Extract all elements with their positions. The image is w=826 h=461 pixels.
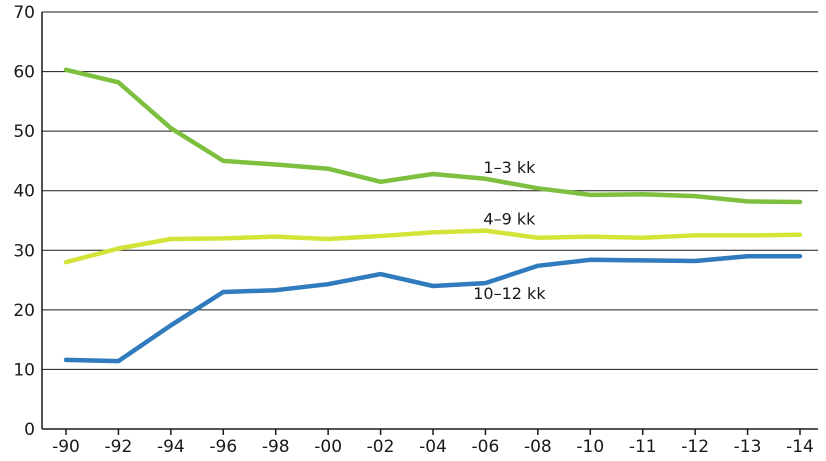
axes [41, 12, 818, 435]
y-tick-label: 20 [13, 301, 35, 321]
y-tick-label: 70 [13, 3, 35, 23]
x-tick-label: -13 [734, 437, 762, 457]
y-tick-label: 0 [24, 420, 35, 440]
x-tick-label: -02 [367, 437, 395, 457]
x-axis-tick-labels: -90 -92 -94 -96 -98 -00 -02 -04 -06 -08 -10 -11 -12 -… [52, 437, 814, 457]
series-line-1 [63, 228, 803, 265]
x-tick-label: -92 [105, 437, 133, 457]
series-label-2: 10–12 kk [473, 284, 546, 303]
y-tick-label: 60 [13, 63, 35, 83]
y-tick-label: 40 [13, 182, 35, 202]
series-labels: 1–3 kk 4–9 kk 10–12 kk [473, 158, 546, 303]
x-tick-label: -06 [472, 437, 500, 457]
x-tick-label: -00 [314, 437, 342, 457]
x-tick-label: -11 [629, 437, 657, 457]
y-tick-label: 10 [13, 360, 35, 380]
series-lines [63, 67, 803, 364]
series-label-1: 4–9 kk [483, 210, 536, 229]
y-axis-tick-labels: 0 10 20 30 40 50 60 70 [13, 3, 35, 440]
x-tick-label: -04 [419, 437, 447, 457]
series-line-0 [63, 67, 803, 205]
y-tick-label: 50 [13, 122, 35, 142]
x-tick-label: -94 [157, 437, 185, 457]
x-tick-label: -14 [786, 437, 814, 457]
x-tick-label: -90 [52, 437, 80, 457]
y-tick-label: 30 [13, 241, 35, 261]
series-label-0: 1–3 kk [483, 158, 536, 177]
grid-lines [42, 11, 818, 370]
x-tick-label: -96 [209, 437, 237, 457]
x-tick-label: -98 [262, 437, 290, 457]
series-line-2 [63, 253, 803, 364]
x-tick-label: -10 [576, 437, 604, 457]
x-tick-label: -08 [524, 437, 552, 457]
x-tick-label: -12 [681, 437, 709, 457]
